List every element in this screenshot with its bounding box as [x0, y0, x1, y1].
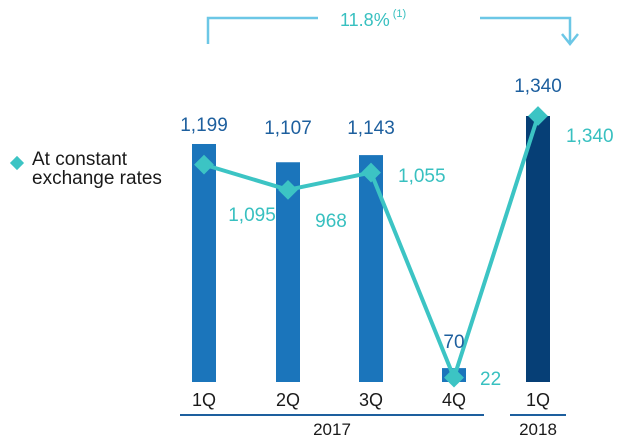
- line-value-label: 22: [480, 369, 501, 390]
- line-point: [194, 154, 214, 175]
- line-point: [361, 162, 381, 183]
- x-tick-label: 2Q: [276, 390, 300, 410]
- growth-value: 11.8%: [340, 10, 390, 30]
- line-value-label: 1,055: [398, 166, 446, 187]
- line-point: [278, 179, 298, 200]
- group-label-2018: 2018: [519, 420, 557, 439]
- x-tick-label: 1Q: [192, 390, 216, 410]
- bar-value-label: 70: [443, 332, 464, 353]
- x-tick-label: 4Q: [442, 390, 466, 410]
- bar-value-label: 1,340: [514, 76, 562, 97]
- line-value-label: 1,340: [566, 126, 614, 147]
- x-axis: 1Q 2Q 3Q 4Q 1Q 2017 2018: [180, 390, 566, 439]
- group-label-2017: 2017: [313, 420, 351, 439]
- line-value-label: 968: [315, 211, 347, 232]
- growth-bracket-arrow: [206, 16, 579, 47]
- line-point: [444, 367, 464, 388]
- legend: At constant exchange rates: [6, 150, 162, 188]
- bar-value-label: 1,199: [180, 115, 228, 136]
- data-labels: 1,199 1,107 1,143 70 1,340 1,095 968 1,055 22 1,3…: [180, 76, 613, 390]
- bracket-right: [480, 16, 572, 44]
- arrow-head-icon: [561, 33, 579, 47]
- bar-value-label: 1,143: [347, 118, 395, 139]
- line-value-label: 1,095: [228, 205, 276, 226]
- legend-diamond-icon: [9, 155, 25, 171]
- growth-label: 11.8% (1): [340, 8, 407, 31]
- bracket-left: [206, 16, 318, 44]
- bar-value-label: 1,107: [264, 118, 312, 139]
- line-series: [194, 106, 548, 388]
- bar: [192, 143, 216, 382]
- growth-footnote: (1): [392, 8, 407, 20]
- legend-label: At constant exchange rates: [32, 149, 162, 189]
- x-tick-label: 1Q: [526, 390, 550, 410]
- x-tick-label: 3Q: [359, 390, 383, 410]
- bar: [526, 116, 550, 382]
